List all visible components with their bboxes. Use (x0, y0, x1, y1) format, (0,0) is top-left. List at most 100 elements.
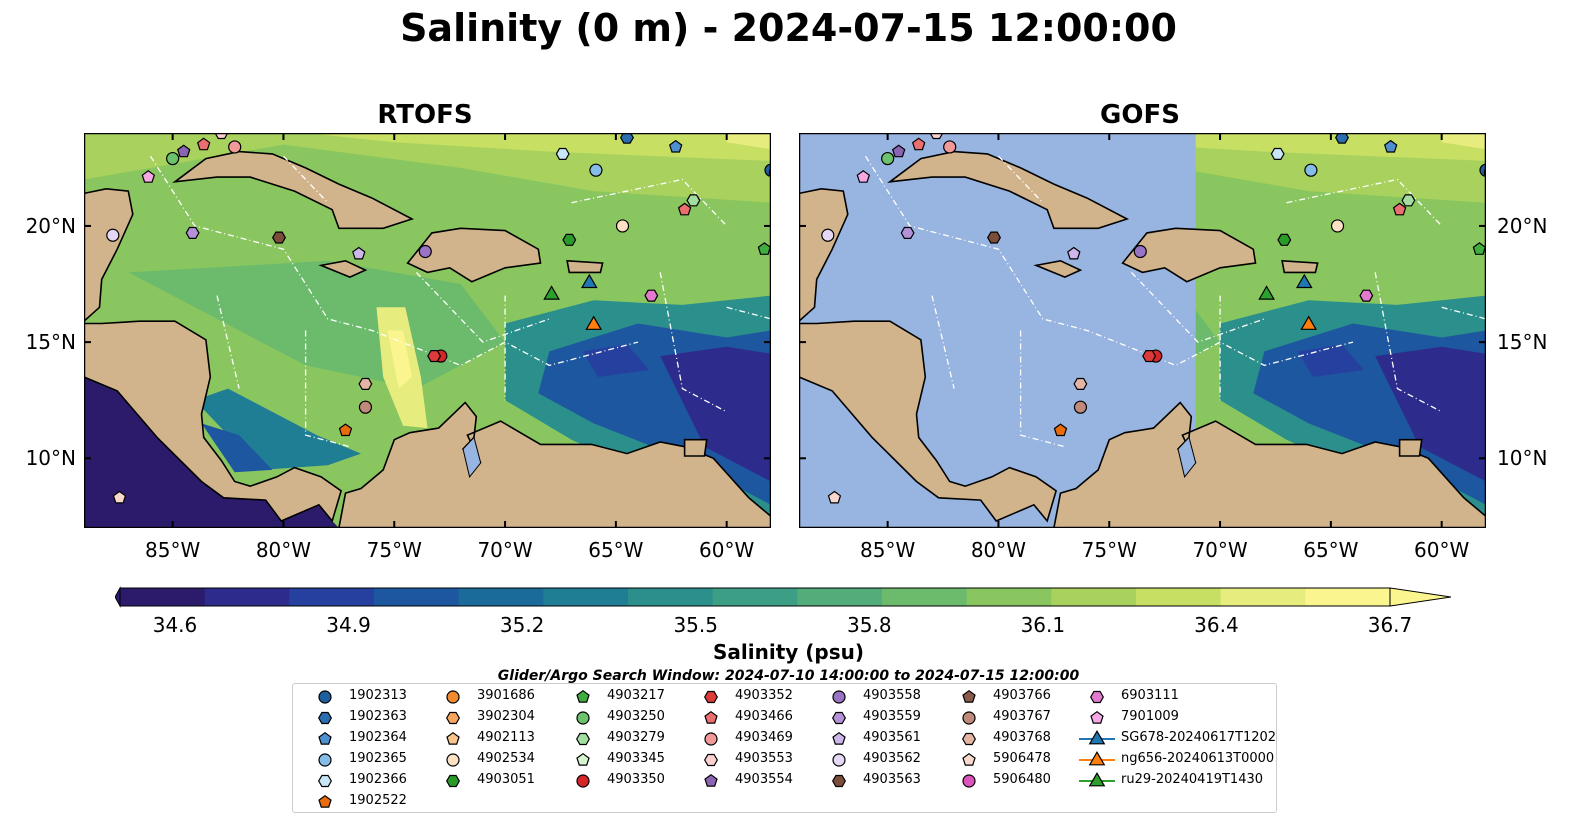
legend-marker-circle-icon (576, 774, 590, 788)
legend-label: 4903352 (735, 688, 793, 703)
legend-label: 4903466 (735, 709, 793, 724)
colorbar-tick-label: 34.9 (326, 613, 371, 637)
legend-label: 4903559 (863, 709, 921, 724)
legend-marker-circle-icon (318, 690, 332, 704)
legend-label: 4903562 (863, 751, 921, 766)
colorbar-segment (628, 588, 714, 606)
land-puertorico (566, 259, 604, 274)
float-marker-4903466 (911, 137, 926, 151)
legend-marker-hexagon-icon (1090, 690, 1104, 704)
legend-marker-triangle-icon (1079, 730, 1115, 745)
float-marker-4902534 (615, 219, 630, 233)
eez-boundary (216, 295, 240, 389)
colorbar-tick-label: 36.7 (1367, 613, 1413, 637)
legend-marker-circle-icon (832, 753, 846, 767)
float-marker-5906478 (112, 490, 127, 504)
glider-marker-SG678-20240617T1202 (580, 273, 598, 289)
float-marker-4903352 (1142, 350, 1157, 363)
colorbar-segment (797, 588, 883, 606)
colorbar-segment (1051, 588, 1137, 606)
float-marker-4903279 (686, 194, 701, 207)
legend-label: 4903279 (607, 730, 665, 745)
legend-marker-pentagon-icon (1090, 710, 1104, 724)
legend-marker-pentagon-icon (318, 794, 332, 808)
legend-marker-triangle-icon (1079, 772, 1115, 787)
eez-boundary (149, 155, 639, 367)
legend-marker-hexagon-icon (704, 753, 718, 767)
glider-marker-ru29-20240419T1430 (543, 285, 560, 300)
land-hispaniola (1121, 227, 1257, 283)
eez-boundary (726, 306, 771, 320)
legend-marker-circle-icon (446, 690, 460, 704)
float-marker-4903768 (1073, 377, 1088, 390)
glider-marker-SG678-20240617T1202 (1295, 273, 1313, 289)
float-marker-4903554 (176, 144, 191, 158)
float-marker-4903217 (757, 242, 771, 255)
lon-label: 80°W (970, 538, 1027, 562)
lon-label: 60°W (1414, 538, 1470, 562)
glider-marker-ng656-20240613T0000 (1300, 315, 1318, 330)
legend-label: 4903563 (863, 772, 921, 787)
salinity-field (387, 330, 412, 389)
float-marker-1902366 (555, 147, 570, 160)
eez-boundary (864, 155, 1354, 367)
legend-marker-circle-icon (962, 711, 976, 725)
colorbar-segment (882, 588, 968, 606)
eez-boundary (283, 155, 329, 204)
float-marker-1902365 (589, 163, 603, 177)
lon-label: 65°W (588, 538, 644, 562)
colorbar-segment (1220, 588, 1306, 606)
eez-boundary (304, 330, 351, 448)
colorbar-tick-label: 34.6 (152, 613, 198, 637)
float-marker-4903554 (891, 144, 906, 158)
lon-label: 70°W (477, 538, 533, 562)
legend-label: 1902522 (349, 793, 407, 808)
legend-label: 1902363 (349, 709, 407, 724)
colorbar-frame (119, 587, 1391, 607)
lake-maracaibo (1177, 436, 1197, 479)
glider-marker-ng656-20240613T0000 (585, 315, 603, 330)
float-marker-4903466 (1392, 202, 1407, 216)
salinity-field (305, 133, 771, 161)
legend-marker-circle-icon (832, 690, 846, 704)
legend-marker-hexagon-icon (446, 711, 460, 725)
eez-boundary (1374, 272, 1443, 413)
salinity-field (84, 372, 339, 528)
legend-label: 3902304 (477, 709, 535, 724)
legend-label: 7901009 (1121, 709, 1179, 724)
legend-label: 5906480 (993, 772, 1051, 787)
legend-marker-hexagon-icon (962, 732, 976, 746)
lon-label: 65°W (1303, 538, 1359, 562)
colorbar-label: Salinity (psu) (712, 640, 864, 664)
legend-marker-circle-icon (704, 732, 718, 746)
legend-marker-hexagon-icon (576, 732, 590, 746)
lat-label-left: 10°N (25, 446, 76, 471)
colorbar-segment (374, 588, 460, 606)
float-marker-4903553 (214, 133, 229, 140)
eez-boundary (1019, 330, 1066, 448)
float-marker-1902363 (620, 133, 634, 144)
lon-label: 85°W (145, 538, 201, 562)
lat-label-left: 15°N (25, 330, 76, 355)
float-marker-4903558 (418, 244, 432, 259)
float-marker-4903767 (1073, 400, 1088, 414)
eez-boundary (571, 178, 728, 227)
colorbar-segment (712, 588, 798, 606)
legend-label: 4903561 (863, 730, 921, 745)
land-cuba (887, 150, 1130, 230)
land-centralamerica (799, 320, 1058, 523)
legend-marker-pentagon-icon (446, 731, 460, 745)
legend-marker-hexagon-icon (318, 774, 332, 788)
salinity-field (660, 346, 771, 482)
lon-label: 75°W (1081, 538, 1137, 562)
legend-marker-hexagon-icon (318, 711, 332, 725)
float-marker-4903279 (1401, 194, 1416, 207)
legend-label: 4903350 (607, 772, 665, 787)
colorbar-segment (543, 588, 629, 606)
float-marker-1902366 (1270, 147, 1285, 160)
legend-label: 4903768 (993, 730, 1051, 745)
legend-label: SG678-20240617T1202 (1121, 730, 1277, 745)
legend-marker-pentagon-icon (576, 752, 590, 766)
float-marker-4903352 (427, 350, 442, 363)
map-frame (799, 133, 1486, 528)
